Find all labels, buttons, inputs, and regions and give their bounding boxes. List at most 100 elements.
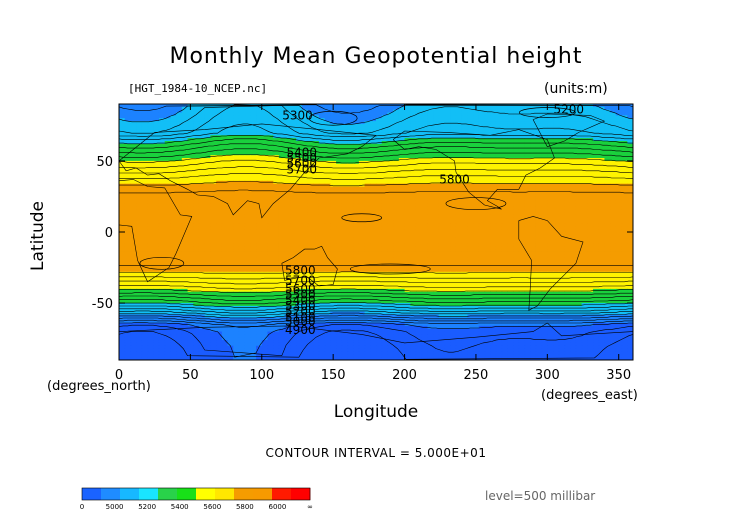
field-cell	[484, 226, 491, 230]
field-cell	[421, 121, 428, 125]
field-cell	[473, 152, 480, 156]
field-cell	[438, 115, 446, 119]
field-cell	[427, 104, 434, 108]
field-cell	[198, 251, 206, 256]
field-cell	[341, 160, 349, 165]
field-cell	[193, 146, 200, 151]
field-cell	[513, 200, 520, 205]
field-cell	[387, 234, 394, 239]
field-cell	[376, 177, 383, 182]
field-cell	[290, 121, 297, 125]
field-cell	[376, 212, 383, 216]
field-cell	[193, 160, 200, 165]
field-cell	[450, 192, 457, 196]
field-cell	[187, 223, 194, 227]
field-cell	[324, 200, 331, 205]
field-cell	[421, 240, 428, 244]
field-cell	[227, 135, 234, 139]
field-cell	[530, 240, 537, 244]
field-cell	[473, 121, 480, 125]
field-cell	[341, 180, 349, 185]
field-cell	[330, 254, 337, 259]
field-cell	[290, 186, 297, 190]
field-cell	[518, 140, 526, 145]
field-cell	[181, 129, 189, 134]
field-cell	[364, 132, 371, 136]
field-cell	[410, 155, 417, 159]
field-cell	[158, 163, 166, 168]
field-cell	[301, 123, 309, 128]
field-cell	[364, 234, 371, 239]
field-cell	[575, 203, 583, 207]
field-cell	[233, 203, 240, 207]
field-cell	[524, 149, 531, 153]
field-cell	[278, 177, 286, 182]
field-cell	[410, 217, 417, 222]
field-cell	[604, 203, 611, 207]
field-cell	[267, 212, 274, 216]
field-cell	[364, 149, 371, 153]
field-cell	[376, 243, 383, 247]
field-cell	[393, 246, 400, 250]
field-cell	[621, 180, 628, 185]
field-cell	[410, 243, 417, 247]
field-cell	[530, 249, 537, 253]
field-cell	[610, 249, 617, 253]
field-cell	[193, 192, 200, 196]
field-cell	[433, 118, 440, 122]
field-cell	[216, 214, 223, 219]
field-cell	[176, 123, 183, 128]
field-cell	[535, 143, 543, 148]
field-cell	[604, 251, 611, 256]
field-cell	[261, 257, 269, 262]
field-cell	[393, 177, 400, 182]
field-cell	[415, 237, 423, 242]
field-cell	[204, 158, 211, 162]
field-cell	[393, 158, 400, 162]
field-cell	[273, 195, 280, 199]
field-cell	[473, 212, 480, 216]
field-cell	[615, 251, 623, 256]
field-cell	[610, 135, 617, 139]
field-cell	[193, 175, 200, 179]
field-cell	[513, 143, 520, 148]
field-cell	[353, 115, 360, 119]
field-cell	[598, 206, 606, 210]
field-cell	[627, 214, 633, 219]
field-cell	[570, 175, 577, 179]
field-cell	[621, 118, 628, 122]
field-cell	[564, 163, 571, 168]
field-cell	[273, 246, 280, 250]
field-cell	[336, 126, 343, 131]
field-cell	[164, 129, 171, 134]
field-cell	[124, 257, 132, 262]
field-cell	[147, 197, 154, 202]
field-cell	[461, 186, 468, 190]
field-cell	[353, 189, 360, 193]
field-cell	[513, 209, 520, 213]
field-cell	[530, 232, 537, 236]
field-cell	[204, 109, 211, 114]
field-cell	[615, 183, 623, 188]
field-cell	[438, 149, 446, 153]
field-cell	[307, 175, 314, 179]
field-cell	[593, 183, 600, 188]
field-cell	[473, 155, 480, 159]
field-cell	[296, 240, 303, 244]
field-cell	[581, 243, 588, 247]
field-cell	[581, 249, 588, 253]
field-cell	[364, 232, 371, 236]
field-cell	[330, 172, 337, 176]
field-cell	[170, 169, 177, 173]
field-cell	[204, 212, 211, 216]
field-cell	[233, 175, 240, 179]
field-cell	[593, 109, 600, 114]
field-cell	[353, 126, 360, 131]
field-cell	[381, 223, 389, 227]
field-cell	[261, 152, 269, 156]
field-cell	[124, 104, 132, 108]
field-cell	[158, 112, 166, 116]
field-cell	[621, 223, 628, 227]
field-cell	[141, 149, 149, 153]
field-cell	[119, 260, 126, 264]
